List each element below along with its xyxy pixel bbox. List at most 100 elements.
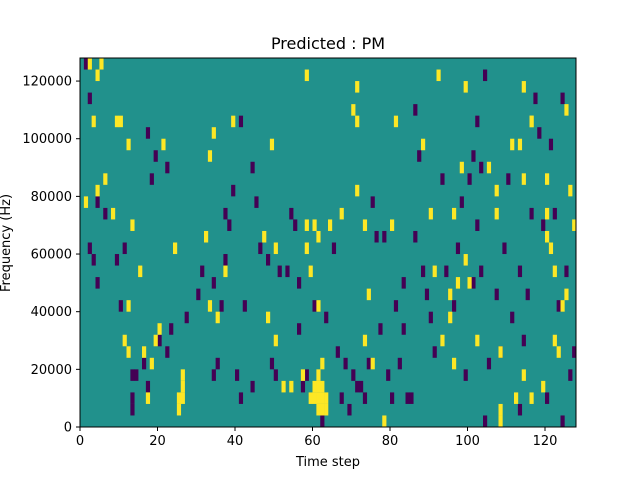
- y-axis-label: Frequency (Hz): [0, 194, 14, 292]
- heatmap-cell-high: [355, 115, 360, 128]
- heatmap-cell-low: [277, 265, 282, 278]
- heatmap-cell-low: [320, 415, 325, 427]
- x-tick-label: 120: [533, 434, 558, 449]
- heatmap-background: [80, 58, 576, 427]
- heatmap-cell-low: [548, 138, 554, 151]
- heatmap-cell-low: [269, 357, 275, 370]
- heatmap-cell-high: [211, 127, 216, 139]
- heatmap-cell-low: [467, 173, 472, 185]
- heatmap-cell-low: [130, 392, 135, 404]
- heatmap-cell-high: [114, 115, 120, 128]
- heatmap-cell-high: [521, 81, 526, 93]
- heatmap-cell-high: [498, 403, 503, 416]
- heatmap-cell-high: [320, 403, 325, 416]
- heatmap-cell-low: [83, 58, 89, 70]
- x-tick-label: 60: [304, 434, 321, 449]
- heatmap-cell-low: [211, 369, 216, 381]
- heatmap-cell-low: [258, 242, 263, 255]
- heatmap-cell-low: [335, 346, 340, 358]
- heatmap-cell-high: [207, 150, 213, 162]
- x-axis-label: Time step: [295, 455, 360, 470]
- heatmap-cell-low: [300, 380, 306, 393]
- heatmap-cell-high: [545, 230, 550, 243]
- heatmap-cell-low: [545, 392, 550, 404]
- heatmap-cell-low: [483, 415, 488, 427]
- y-tick-label: 120000: [22, 75, 72, 90]
- heatmap-cell-high: [459, 161, 464, 174]
- y-tick-label: 0: [64, 421, 72, 436]
- heatmap-cell-high: [95, 184, 100, 197]
- heatmap-cell-low: [510, 311, 515, 324]
- heatmap-cell-low: [250, 380, 255, 393]
- heatmap-cell-high: [215, 311, 220, 324]
- heatmap-cell-low: [475, 115, 480, 128]
- heatmap-cell-low: [393, 300, 399, 312]
- heatmap-cell-low: [312, 300, 317, 312]
- heatmap-cell-high: [560, 300, 565, 312]
- heatmap-cell-low: [223, 254, 228, 266]
- heatmap-cell-low: [254, 196, 259, 208]
- heatmap-cell-high: [552, 334, 557, 347]
- heatmap-cell-high: [541, 380, 546, 393]
- heatmap-cell-high: [153, 334, 158, 347]
- heatmap-cell-low: [405, 392, 410, 404]
- heatmap-cell-low: [103, 207, 108, 220]
- heatmap-cell-high: [452, 357, 457, 370]
- heatmap-cell-high: [390, 219, 395, 231]
- heatmap-cell-high: [514, 392, 519, 404]
- heatmap-cell-high: [510, 138, 515, 151]
- heatmap-cell-low: [533, 92, 538, 105]
- heatmap-cell-low: [506, 173, 511, 185]
- heatmap-cell-high: [529, 115, 534, 128]
- heatmap-cell-high: [273, 242, 278, 255]
- heatmap-cell-low: [366, 357, 371, 370]
- heatmap-cell-high: [269, 138, 275, 151]
- heatmap-cell-low: [91, 254, 96, 266]
- heatmap-cell-low: [409, 392, 414, 404]
- heatmap-cell-high: [304, 219, 309, 231]
- heatmap-cell-low: [297, 323, 302, 335]
- heatmap-cell-low: [440, 173, 445, 185]
- heatmap-cell-low: [331, 242, 337, 255]
- heatmap-cell-high: [320, 357, 325, 370]
- heatmap-cell-low: [459, 196, 464, 208]
- heatmap-cell-low: [424, 288, 430, 301]
- plot-frame: [79, 57, 577, 428]
- heatmap-cell-high: [126, 300, 131, 312]
- heatmap-cell-low: [471, 150, 476, 162]
- heatmap-cell-high: [517, 138, 523, 151]
- heatmap-cell-low: [401, 277, 406, 289]
- heatmap-cell-high: [428, 207, 433, 220]
- heatmap-cell-low: [397, 357, 402, 370]
- heatmap-cell-high: [312, 219, 317, 231]
- heatmap-cell-high: [180, 369, 185, 381]
- heatmap-cell-high: [316, 369, 321, 381]
- heatmap-cell-low: [494, 288, 499, 301]
- x-tick-label: 80: [382, 434, 399, 449]
- heatmap-cell-high: [548, 242, 554, 255]
- heatmap-cell-high: [452, 207, 457, 220]
- heatmap-cell-high: [370, 357, 375, 370]
- heatmap-cell-low: [421, 265, 426, 278]
- heatmap-cell-high: [529, 392, 534, 404]
- heatmap-cell-low: [537, 127, 542, 139]
- heatmap-cell-low: [219, 300, 224, 312]
- heatmap-cell-high: [95, 69, 100, 82]
- heatmap-cell-low: [130, 369, 135, 381]
- heatmap-cell-high: [545, 173, 550, 185]
- heatmap-cell-high: [362, 219, 368, 231]
- heatmap-cell-low: [169, 323, 174, 335]
- heatmap-cell-high: [173, 242, 178, 255]
- heatmap-cell-low: [452, 300, 457, 312]
- heatmap-cell-low: [153, 150, 158, 162]
- heatmap-cell-low: [486, 357, 492, 370]
- heatmap-cell-high: [355, 184, 360, 197]
- heatmap-cell-high: [498, 346, 503, 358]
- heatmap-cell-low: [374, 230, 379, 243]
- heatmap-cell-high: [308, 265, 313, 278]
- heatmap-cell-high: [266, 311, 271, 324]
- heatmap-cell-low: [463, 369, 468, 381]
- heatmap-cell-high: [145, 392, 151, 404]
- heatmap-cell-low: [95, 196, 100, 208]
- heatmap-cell-high: [118, 115, 123, 128]
